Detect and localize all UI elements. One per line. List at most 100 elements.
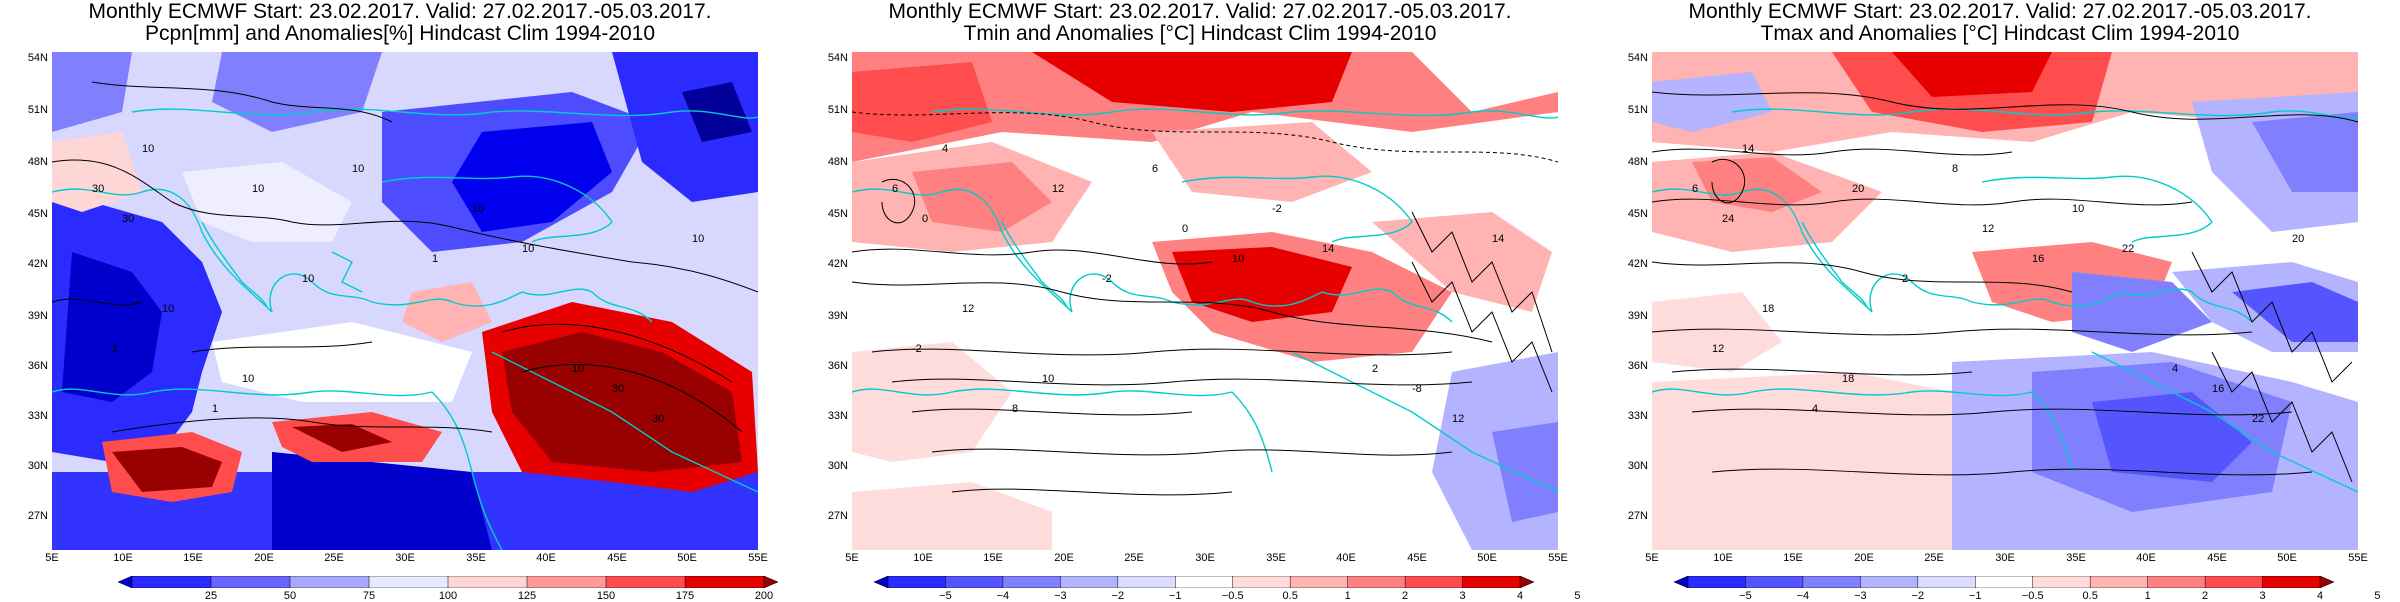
contour-label: 2 — [1372, 363, 1378, 375]
panel-title-line2: Tmax and Anomalies [°C] Hindcast Clim 19… — [1760, 22, 2240, 45]
contour-label: -2 — [1272, 203, 1282, 215]
lat-tick: 33N — [27, 410, 48, 422]
lat-tick: 45N — [827, 208, 848, 220]
lon-tick: 30E — [395, 552, 415, 564]
colorbar-tick-label: −0.5 — [2021, 590, 2044, 602]
lat-tick: 45N — [27, 208, 48, 220]
lon-tick: 15E — [983, 552, 1003, 564]
colorbar-tick-label: 0.5 — [1282, 590, 1298, 602]
contour-label: 16 — [2032, 253, 2044, 265]
contour-label: 18 — [1762, 303, 1774, 315]
lon-tick: 55E — [1548, 552, 1568, 564]
colorbar-tick-label: 175 — [675, 590, 695, 602]
panel-title-line2: Pcpn[mm] and Anomalies[%] Hindcast Clim … — [144, 22, 656, 45]
contour-label: -2 — [1102, 273, 1112, 285]
colorbar-segment — [1687, 576, 1747, 588]
colorbar-segment — [210, 576, 291, 588]
contour-label: 10 — [692, 233, 704, 245]
contour-label: 30 — [122, 213, 134, 225]
colorbar-tick-label: 4 — [1516, 590, 1524, 602]
colorbar-segment — [1175, 576, 1234, 588]
colorbar-segment — [2204, 576, 2264, 588]
lon-tick: 35E — [466, 552, 486, 564]
colorbar-segment — [1860, 576, 1919, 588]
lat-tick: 30N — [27, 460, 48, 472]
contour-label: 14 — [1742, 143, 1754, 155]
contour-label: 4 — [942, 143, 948, 155]
contour-label: 1 — [212, 403, 218, 415]
lat-tick: 42N — [827, 258, 848, 270]
lat-tick: 39N — [827, 310, 848, 322]
contour-label: 10 — [252, 183, 264, 195]
contour-label: 22 — [2122, 243, 2134, 255]
lat-tick: 33N — [1627, 410, 1648, 422]
contour-label: 1 — [432, 253, 438, 265]
lat-tick: 33N — [827, 410, 848, 422]
colorbar-tick-label: 150 — [596, 590, 616, 602]
lat-tick: 39N — [1627, 310, 1648, 322]
lat-tick: 54N — [827, 52, 848, 64]
colorbar-tick-label: −1 — [1168, 590, 1182, 602]
contour-label: 12 — [962, 303, 974, 315]
colorbar-segment — [684, 576, 765, 588]
colorbar-segment — [1347, 576, 1406, 588]
lat-tick: 30N — [827, 460, 848, 472]
contour-label: 10 — [242, 373, 254, 385]
colorbar-segment — [447, 576, 528, 588]
contour-label: 20 — [2292, 233, 2304, 245]
contour-label: 22 — [2252, 413, 2264, 425]
colorbar-tick-label: −3 — [1054, 590, 1067, 602]
colorbar-segment — [1674, 576, 1689, 588]
lon-tick: 40E — [2136, 552, 2156, 564]
contour-label: 14 — [1492, 233, 1504, 245]
colorbar-segment — [1917, 576, 1977, 588]
colorbar-tick-label: −2 — [1911, 590, 1925, 602]
lon-tick: 10E — [913, 552, 933, 564]
colorbar-segment — [1745, 576, 1804, 588]
colorbar-segment — [2319, 576, 2334, 588]
lat-tick: 48N — [827, 156, 848, 168]
lon-tick: 20E — [1854, 552, 1874, 564]
contour-label: 10 — [142, 143, 154, 155]
contour-label: 1 — [112, 343, 118, 355]
lon-tick: 5E — [1645, 552, 1659, 564]
contour-label: 6 — [1692, 183, 1698, 195]
contour-label: 8 — [1012, 403, 1018, 415]
lon-tick: 50E — [677, 552, 697, 564]
colorbar — [874, 576, 1534, 588]
colorbar-segment — [1519, 576, 1534, 588]
colorbar-tick-label: −3 — [1854, 590, 1867, 602]
panel-precipitation: Monthly ECMWF Start: 23.02.2017. Valid: … — [0, 0, 800, 602]
contour-label: 12 — [1712, 343, 1724, 355]
colorbar-segment — [1289, 576, 1349, 588]
lat-tick: 54N — [27, 52, 48, 64]
colorbar-tick-label: 75 — [362, 590, 376, 602]
panel-tmax: Monthly ECMWF Start: 23.02.2017. Valid: … — [1600, 0, 2400, 602]
lon-tick: 25E — [324, 552, 344, 564]
colorbar-segment — [1462, 576, 1521, 588]
colorbar-segment — [2147, 576, 2206, 588]
tmin-anomaly-map: -2 -2 0 4 -8 12 14 12 12 14 10 10 8 -2 0 2 6 6 — [852, 52, 1558, 550]
lat-tick: 36N — [27, 360, 48, 372]
colorbar-segment — [2262, 576, 2321, 588]
colorbar-segment — [605, 576, 686, 588]
lon-tick: 5E — [45, 552, 59, 564]
colorbar-tick-label: −5 — [1739, 590, 1752, 602]
tmax-anomaly-map: 4 6 8 10 12 12 14 16 18 20 20 22 22 18 16 4 2 24 — [1652, 52, 2358, 550]
colorbar-segment — [368, 576, 449, 588]
colorbar-tick-label: 125 — [517, 590, 537, 602]
lon-tick: 25E — [1924, 552, 1944, 564]
colorbar-segment — [118, 576, 133, 588]
contour-label: 10 — [472, 203, 484, 215]
contour-label: 10 — [162, 303, 174, 315]
lon-tick: 30E — [1195, 552, 1215, 564]
lat-tick: 45N — [1627, 208, 1648, 220]
lat-tick: 48N — [27, 156, 48, 168]
colorbar-tick-label: 50 — [283, 590, 297, 602]
lat-tick: 48N — [1627, 156, 1648, 168]
colorbar-segment — [131, 576, 212, 588]
contour-label: 2 — [1902, 273, 1908, 285]
lat-tick: 27N — [1627, 510, 1648, 522]
panel-title-line1: Monthly ECMWF Start: 23.02.2017. Valid: … — [888, 0, 1512, 23]
contour-label: -2 — [912, 343, 922, 355]
